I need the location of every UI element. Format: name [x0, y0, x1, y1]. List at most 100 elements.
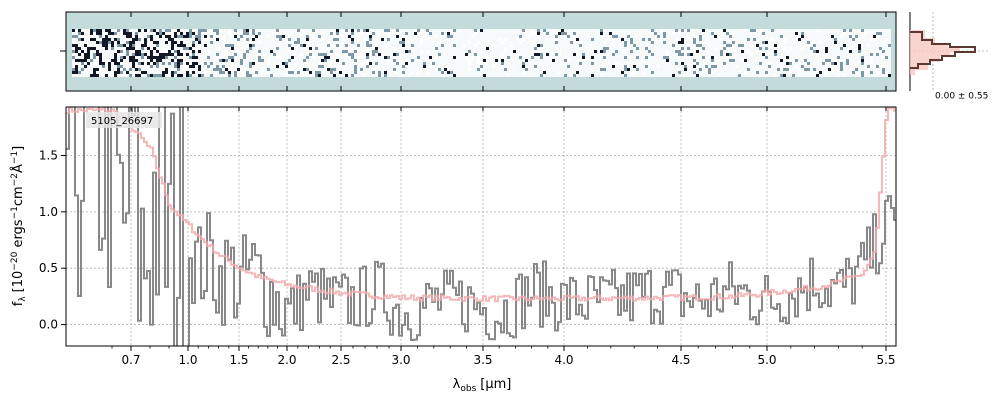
- twod-pixel-bg: [219, 74, 222, 77]
- twod-pixel-bg: [318, 50, 321, 53]
- twod-pixel-bg: [357, 53, 360, 56]
- twod-pixel-bg: [222, 62, 225, 65]
- twod-pixel-bg: [462, 41, 465, 44]
- twod-pixel: [831, 62, 834, 65]
- twod-pixel: [72, 44, 75, 47]
- twod-pixel-bg: [702, 50, 705, 53]
- twod-pixel: [369, 38, 372, 41]
- twod-pixel-bg: [420, 65, 423, 68]
- twod-pixel-bg: [477, 50, 480, 53]
- twod-pixel: [351, 74, 354, 77]
- twod-pixel: [537, 32, 540, 35]
- twod-pixel: [684, 68, 687, 71]
- twod-pixel: [591, 56, 594, 59]
- twod-pixel-bg: [105, 65, 108, 68]
- twod-pixel: [756, 59, 759, 62]
- twod-pixel-bg: [450, 38, 453, 41]
- twod-pixel-bg: [408, 53, 411, 56]
- twod-pixel-bg: [540, 41, 543, 44]
- twod-pixel-bg: [303, 32, 306, 35]
- twod-pixel: [219, 68, 222, 71]
- twod-pixel: [336, 38, 339, 41]
- twod-pixel: [240, 62, 243, 65]
- twod-pixel-bg: [372, 38, 375, 41]
- twod-pixel-bg: [681, 74, 684, 77]
- spectrum-2d-panel: [60, 11, 897, 92]
- twod-pixel-bg: [792, 35, 795, 38]
- twod-pixel-bg: [609, 53, 612, 56]
- twod-pixel: [786, 50, 789, 53]
- twod-pixel-bg: [408, 29, 411, 32]
- twod-pixel-bg: [861, 41, 864, 44]
- twod-pixel-bg: [327, 65, 330, 68]
- twod-pixel-bg: [747, 53, 750, 56]
- twod-pixel-bg: [480, 35, 483, 38]
- twod-pixel: [663, 35, 666, 38]
- twod-pixel-bg: [843, 53, 846, 56]
- twod-pixel-bg: [408, 68, 411, 71]
- twod-pixel-bg: [195, 59, 198, 62]
- twod-pixel-bg: [768, 41, 771, 44]
- twod-pixel-bg: [540, 32, 543, 35]
- twod-pixel-bg: [696, 32, 699, 35]
- twod-pixel: [438, 41, 441, 44]
- twod-pixel-bg: [528, 74, 531, 77]
- twod-pixel-bg: [390, 47, 393, 50]
- twod-pixel-bg: [609, 65, 612, 68]
- twod-pixel-bg: [501, 50, 504, 53]
- twod-pixel-bg: [459, 59, 462, 62]
- twod-pixel-bg: [525, 44, 528, 47]
- twod-pixel-bg: [648, 35, 651, 38]
- twod-pixel: [114, 35, 117, 38]
- twod-pixel-bg: [402, 50, 405, 53]
- twod-pixel-bg: [717, 47, 720, 50]
- twod-pixel-bg: [456, 35, 459, 38]
- twod-pixel: [729, 35, 732, 38]
- twod-pixel-bg: [531, 62, 534, 65]
- twod-pixel: [219, 71, 222, 74]
- twod-pixel-bg: [489, 41, 492, 44]
- twod-pixel: [150, 59, 153, 62]
- twod-pixel-bg: [717, 71, 720, 74]
- twod-pixel: [75, 59, 78, 62]
- twod-pixel: [426, 71, 429, 74]
- twod-pixel-bg: [153, 32, 156, 35]
- twod-pixel: [159, 59, 162, 62]
- twod-pixel-bg: [765, 50, 768, 53]
- twod-pixel-bg: [816, 71, 819, 74]
- twod-pixel-bg: [264, 56, 267, 59]
- twod-pixel-bg: [345, 71, 348, 74]
- twod-pixel: [765, 71, 768, 74]
- twod-pixel-bg: [132, 29, 135, 32]
- twod-pixel-bg: [318, 68, 321, 71]
- twod-pixel-bg: [330, 47, 333, 50]
- twod-pixel-bg: [120, 47, 123, 50]
- twod-pixel-bg: [558, 47, 561, 50]
- twod-pixel-bg: [813, 65, 816, 68]
- twod-pixel: [303, 62, 306, 65]
- twod-pixel: [474, 32, 477, 35]
- twod-pixel-bg: [585, 62, 588, 65]
- twod-pixel-bg: [156, 35, 159, 38]
- twod-pixel: [495, 59, 498, 62]
- twod-pixel: [600, 68, 603, 71]
- twod-pixel-bg: [534, 62, 537, 65]
- twod-pixel-bg: [495, 53, 498, 56]
- twod-pixel: [186, 32, 189, 35]
- twod-pixel-bg: [858, 59, 861, 62]
- twod-pixel: [288, 44, 291, 47]
- twod-pixel-bg: [579, 38, 582, 41]
- twod-pixel-bg: [774, 29, 777, 32]
- twod-pixel-bg: [840, 29, 843, 32]
- twod-pixel-bg: [432, 29, 435, 32]
- twod-pixel-bg: [441, 35, 444, 38]
- twod-pixel: [564, 56, 567, 59]
- twod-pixel-bg: [327, 38, 330, 41]
- twod-pixel-bg: [609, 41, 612, 44]
- twod-pixel-bg: [456, 47, 459, 50]
- twod-pixel-bg: [822, 44, 825, 47]
- twod-pixel-bg: [831, 44, 834, 47]
- twod-pixel: [243, 47, 246, 50]
- twod-pixel-bg: [678, 47, 681, 50]
- twod-pixel-bg: [423, 29, 426, 32]
